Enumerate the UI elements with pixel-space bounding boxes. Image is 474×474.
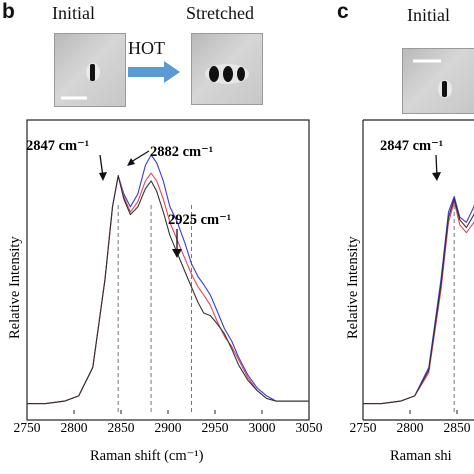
micrograph-initial-c (402, 48, 474, 114)
annotation-2925: 2925 cm⁻¹ (168, 212, 231, 228)
micrograph-stretched (191, 33, 263, 105)
particle-initial-image (61, 63, 100, 100)
annotation-arrowhead-2882 (127, 158, 135, 166)
x-tick-label: 2750 (350, 420, 377, 435)
y-axis-title-b: Relative Intensity (7, 236, 23, 339)
annotation-arrowhead-2847 (99, 172, 107, 181)
x-axis-title-b: Raman shift (cm⁻¹) (90, 448, 204, 464)
panel-label-b: b (2, 0, 15, 23)
annotation-c-arrowhead (432, 172, 441, 181)
x-tick-label: 3050 (296, 420, 323, 435)
x-axis-title-c: Raman shi (390, 448, 452, 464)
initial-label: Initial (52, 3, 95, 23)
series-line-red (27, 172, 309, 405)
x-tick-label: 2900 (155, 420, 182, 435)
initial-label-c: Initial (407, 5, 450, 25)
series-line-blue (363, 195, 474, 405)
stretched-label: Stretched (186, 3, 254, 23)
annotation-arrow-2882 (130, 150, 150, 163)
x-tick-label: 2850 (108, 420, 135, 435)
particle-stretched-image (205, 64, 249, 84)
particle-initial-c-image (413, 59, 452, 98)
x-tick-label: 2850 (444, 420, 471, 435)
x-tick-label: 2800 (61, 420, 88, 435)
panel-label-c: c (337, 0, 349, 23)
annotation-2882: 2882 cm⁻¹ (150, 144, 213, 160)
series-line-black (27, 175, 309, 405)
x-tick-label: 3000 (249, 420, 276, 435)
x-tick-label: 2800 (397, 420, 424, 435)
series-line-blue (27, 154, 309, 405)
annotation-arrowhead-2925 (172, 249, 182, 258)
x-tick-label: 2950 (202, 420, 229, 435)
annotation-c-2847: 2847 cm⁻¹ (380, 138, 443, 154)
arrow-icon (128, 61, 180, 83)
hot-label: HOT (128, 38, 165, 58)
x-tick-label: 2750 (14, 420, 41, 435)
y-axis-title-c: Relative Intensity (345, 236, 361, 339)
series-line-black (363, 198, 474, 405)
series-line-red (363, 201, 474, 405)
chart-b: 2750 2800 2850 2900 2950 3000 3050 2847 cm⁻¹ 2… (7, 119, 323, 464)
micrograph-initial (54, 33, 126, 107)
annotation-2847: 2847 cm⁻¹ (26, 138, 89, 154)
plot-frame-b (26, 119, 310, 421)
